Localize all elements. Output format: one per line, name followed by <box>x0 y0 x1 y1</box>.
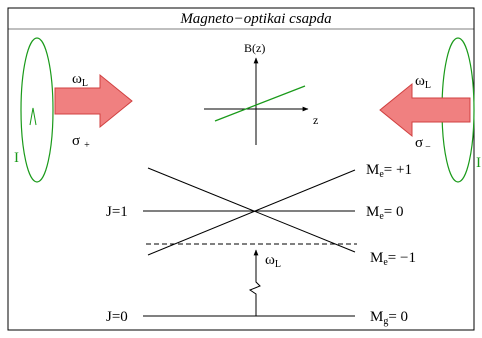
current-label: I <box>14 150 19 166</box>
coil <box>21 38 53 182</box>
current-label: I <box>476 155 481 171</box>
transition-label: ωL <box>265 252 281 270</box>
field-line <box>215 86 305 121</box>
sublevel-label: Me= +1 <box>366 162 412 180</box>
laser-beam <box>55 75 132 127</box>
sublevel-line <box>148 170 355 255</box>
sublevel-label: Me= 0 <box>366 204 404 222</box>
y-axis-label: B(z) <box>244 41 265 55</box>
sublevel-label: Mg= 0 <box>370 309 408 327</box>
laser-beam <box>380 84 470 136</box>
title: Magneto−optikai csapda <box>179 11 331 27</box>
level-label: J=0 <box>106 309 128 325</box>
x-axis-label: z <box>313 113 318 127</box>
sublevel-line <box>148 168 355 252</box>
transition-arrow <box>250 250 260 316</box>
frequency-label: ωL <box>415 73 431 91</box>
frequency-label: ωL <box>72 71 88 89</box>
polarization-label: σ+ <box>72 133 90 151</box>
diagram: Magneto−optikai csapda I ωL σ+ I ωL σ− B… <box>0 0 482 338</box>
level-label: J=1 <box>106 204 128 220</box>
sublevel-label: Me= −1 <box>370 250 416 268</box>
current-arrow <box>30 108 36 125</box>
polarization-label: σ− <box>415 135 431 153</box>
